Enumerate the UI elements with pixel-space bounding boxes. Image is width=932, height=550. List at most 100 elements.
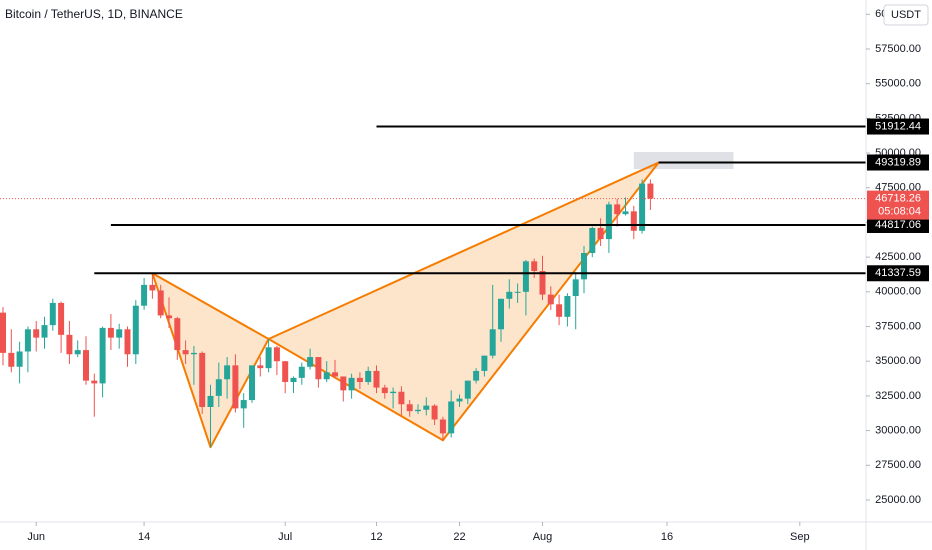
y-tick-label: 25000.00: [875, 494, 921, 506]
candle-body: [423, 405, 430, 410]
candle-body: [240, 400, 247, 409]
candle-body: [124, 329, 131, 355]
y-tick-label: 55000.00: [875, 78, 921, 90]
candle-body: [91, 380, 98, 384]
candle-body: [381, 387, 388, 394]
candle-body: [630, 211, 637, 231]
y-tick-label: 35000.00: [875, 355, 921, 367]
candle-body: [24, 329, 31, 352]
candle-body: [547, 294, 554, 305]
candle-body: [265, 347, 272, 369]
candle-body: [431, 405, 438, 420]
candle-body: [332, 372, 338, 377]
candle-body: [0, 312, 6, 353]
candle-body: [589, 227, 596, 253]
candle-body: [464, 380, 471, 399]
x-tick-label: 12: [370, 531, 382, 543]
x-tick-label: Jun: [27, 531, 45, 543]
candle-body: [157, 290, 164, 316]
x-tick-label: Aug: [533, 531, 553, 543]
candle-body: [182, 350, 189, 355]
candle-body: [340, 376, 347, 391]
currency-label[interactable]: USDT: [891, 9, 921, 21]
candle-body: [572, 279, 579, 296]
candle-body: [290, 377, 297, 383]
candle-body: [406, 404, 413, 412]
x-tick-label: 16: [661, 531, 673, 543]
candle-body: [207, 395, 214, 407]
candle-body: [448, 401, 455, 434]
candle-body: [581, 252, 587, 280]
level-label-box: [867, 154, 929, 171]
candle-body: [249, 365, 255, 401]
y-tick-label: 37500.00: [875, 320, 921, 332]
level-label-box: [867, 118, 929, 135]
y-tick-label: 27500.00: [875, 459, 921, 471]
candle-body: [390, 391, 397, 394]
candle-body: [215, 379, 222, 396]
y-tick-label: 42500.00: [875, 251, 921, 263]
level-label: 44817.06: [875, 219, 921, 231]
candle-body: [307, 357, 314, 367]
candle-body: [58, 302, 65, 335]
candle-body: [365, 370, 372, 383]
candle-body: [639, 183, 646, 231]
candle-body: [522, 261, 529, 292]
candle-body: [8, 352, 15, 367]
y-tick-label: 57500.00: [875, 43, 921, 55]
candle-body: [66, 334, 73, 355]
level-label-box: [867, 265, 929, 282]
candle-body: [439, 419, 446, 434]
reversal-zone: [633, 151, 734, 170]
candle-body: [514, 291, 521, 293]
candle-body: [199, 352, 206, 407]
candle-body: [41, 325, 48, 338]
candle-body: [506, 291, 513, 299]
candle-body: [398, 391, 405, 405]
x-tick-label: 22: [453, 531, 465, 543]
y-tick-label: 30000.00: [875, 424, 921, 436]
candle-body: [232, 365, 239, 409]
candle-body: [597, 227, 604, 240]
candle-body: [257, 365, 264, 369]
candle-body: [531, 261, 538, 272]
candle-body: [373, 370, 380, 388]
candle-body: [16, 351, 23, 367]
candle-body: [174, 318, 181, 351]
candle-body: [224, 365, 231, 380]
candle-body: [481, 355, 488, 371]
candle-body: [539, 271, 546, 295]
current-price-label: 46718.26: [875, 193, 921, 205]
candle-body: [107, 327, 114, 338]
candle-body: [99, 327, 106, 384]
candle-body: [116, 329, 123, 338]
candle-body: [149, 284, 156, 291]
level-label-box: [867, 216, 929, 233]
candle-body: [132, 305, 139, 355]
candle-body: [298, 366, 305, 378]
candle-body: [622, 211, 629, 215]
candle-body: [356, 377, 363, 383]
level-label: 49319.89: [875, 156, 921, 168]
currency-button[interactable]: [883, 4, 929, 26]
level-label: 51912.44: [875, 120, 921, 132]
candle-body: [498, 298, 504, 330]
candle-body: [323, 372, 330, 380]
candle-body: [605, 204, 612, 240]
candle-body: [49, 302, 56, 326]
level-label: 41337.59: [875, 267, 921, 279]
plot: [0, 125, 866, 449]
pattern-xab: [151, 272, 270, 449]
candle-body: [166, 315, 172, 319]
candle-body: [282, 361, 289, 383]
candle-body: [473, 370, 480, 381]
chart-title: Bitcoin / TetherUS, 1D, BINANCE: [5, 7, 183, 21]
candle-body: [456, 398, 463, 402]
candle-body: [348, 377, 355, 391]
candle-body: [74, 350, 81, 355]
candle-body: [415, 409, 421, 412]
candle-body: [190, 352, 197, 355]
x-tick-label: Sep: [790, 531, 810, 543]
candle-body: [83, 350, 89, 381]
